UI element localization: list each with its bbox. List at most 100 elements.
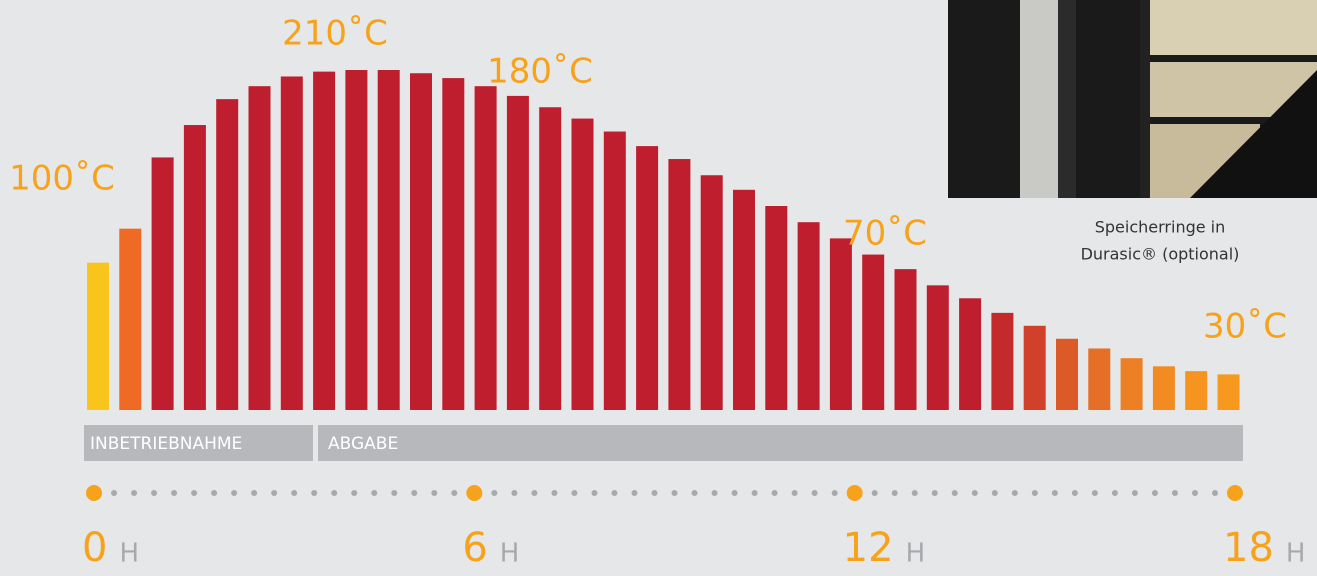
photo <box>948 0 1317 198</box>
timeline-dot <box>1051 490 1058 496</box>
bar <box>991 312 1014 410</box>
temp-label: 210˚C <box>282 14 388 54</box>
timeline-dot <box>711 490 718 496</box>
caption: Durasic® (optional) <box>1081 245 1240 264</box>
timeline-dot <box>1071 490 1078 496</box>
x-tick-label: 12 <box>843 525 894 571</box>
timeline-dot <box>131 490 138 496</box>
bar <box>571 118 594 411</box>
bar <box>926 285 949 410</box>
timeline-dot <box>971 490 978 496</box>
timeline-dot <box>511 490 518 496</box>
timeline-dot <box>431 490 438 496</box>
bar <box>1185 371 1208 410</box>
timeline-dot <box>1011 490 1018 496</box>
temp-label: 30˚C <box>1203 307 1287 347</box>
bar <box>636 146 659 410</box>
timeline-dot <box>1111 490 1118 496</box>
bar <box>862 254 885 410</box>
bar <box>1152 366 1175 410</box>
timeline-dot <box>591 490 598 496</box>
x-unit: H <box>119 539 139 569</box>
bar <box>183 125 206 411</box>
timeline-dot <box>1151 490 1158 496</box>
bar <box>506 95 529 411</box>
timeline-dot <box>751 490 758 496</box>
timeline-dot <box>351 490 358 496</box>
timeline-dot <box>531 490 538 496</box>
x-tick-dot <box>846 485 863 501</box>
bar <box>1217 374 1240 410</box>
bar <box>216 99 239 411</box>
timeline-dot <box>111 490 118 496</box>
x-tick-label: 6 <box>462 525 487 571</box>
timeline-dot <box>631 490 638 496</box>
timeline-dot <box>191 490 198 496</box>
bar <box>313 71 336 410</box>
bar <box>797 222 820 410</box>
timeline-dot <box>451 490 458 496</box>
timeline-dot <box>571 490 578 496</box>
bar <box>345 70 368 410</box>
bar <box>894 269 917 410</box>
timeline-dot <box>891 490 898 496</box>
bar <box>700 175 723 410</box>
x-tick-dot <box>466 485 483 501</box>
timeline-dot <box>1211 490 1218 496</box>
timeline-dot <box>491 490 498 496</box>
caption: Speicherringe in <box>1095 218 1226 237</box>
timeline-dot <box>731 490 738 496</box>
phase-label: ABGABE <box>328 434 398 454</box>
timeline-dot <box>671 490 678 496</box>
bar <box>668 159 691 410</box>
timeline-dot <box>791 490 798 496</box>
timeline-dot <box>231 490 238 496</box>
bar <box>377 70 400 410</box>
bar <box>829 238 852 410</box>
temp-label: 70˚C <box>843 214 927 254</box>
timeline-dot <box>331 490 338 496</box>
x-unit: H <box>906 539 926 569</box>
timeline-dot <box>991 490 998 496</box>
x-tick-label: 0 <box>82 525 107 571</box>
x-tick-dot <box>1227 485 1243 501</box>
bar <box>1120 358 1143 410</box>
bar <box>603 131 626 410</box>
temp-label: 180˚C <box>487 52 593 92</box>
timeline-dot <box>151 490 158 496</box>
timeline-dot <box>831 490 838 496</box>
bar <box>733 189 755 410</box>
timeline-dot <box>911 490 918 496</box>
timeline-dot <box>211 490 218 496</box>
bar <box>959 298 982 410</box>
timeline-dot <box>1131 490 1138 496</box>
bar <box>1056 338 1078 410</box>
timeline-dot <box>311 490 318 496</box>
timeline-dot <box>551 490 558 496</box>
timeline-dot <box>651 490 658 496</box>
phase-bar <box>318 425 1243 461</box>
timeline-dot <box>931 490 938 496</box>
timeline-dot <box>771 490 778 496</box>
bar <box>442 78 465 410</box>
phase-label: INBETRIEBNAHME <box>90 434 242 454</box>
timeline-dot <box>1171 490 1178 496</box>
timeline-dot <box>391 490 398 496</box>
x-unit: H <box>500 539 520 569</box>
bar <box>87 262 109 410</box>
phase-bar <box>84 425 313 461</box>
bar <box>1088 348 1111 410</box>
bar <box>280 76 303 410</box>
timeline-dot <box>371 490 378 496</box>
timeline-dot <box>1091 490 1098 496</box>
x-tick-dot <box>86 485 102 501</box>
x-unit: H <box>1286 539 1306 569</box>
timeline-dot <box>251 490 258 496</box>
bar <box>410 73 432 410</box>
bar <box>539 107 562 410</box>
bar <box>765 206 788 410</box>
timeline-dot <box>1031 490 1038 496</box>
timeline-dot <box>171 490 178 496</box>
timeline-dot <box>691 490 698 496</box>
